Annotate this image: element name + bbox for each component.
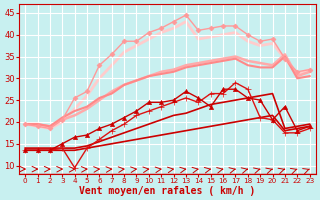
X-axis label: Vent moyen/en rafales ( km/h ): Vent moyen/en rafales ( km/h ): [79, 186, 256, 196]
